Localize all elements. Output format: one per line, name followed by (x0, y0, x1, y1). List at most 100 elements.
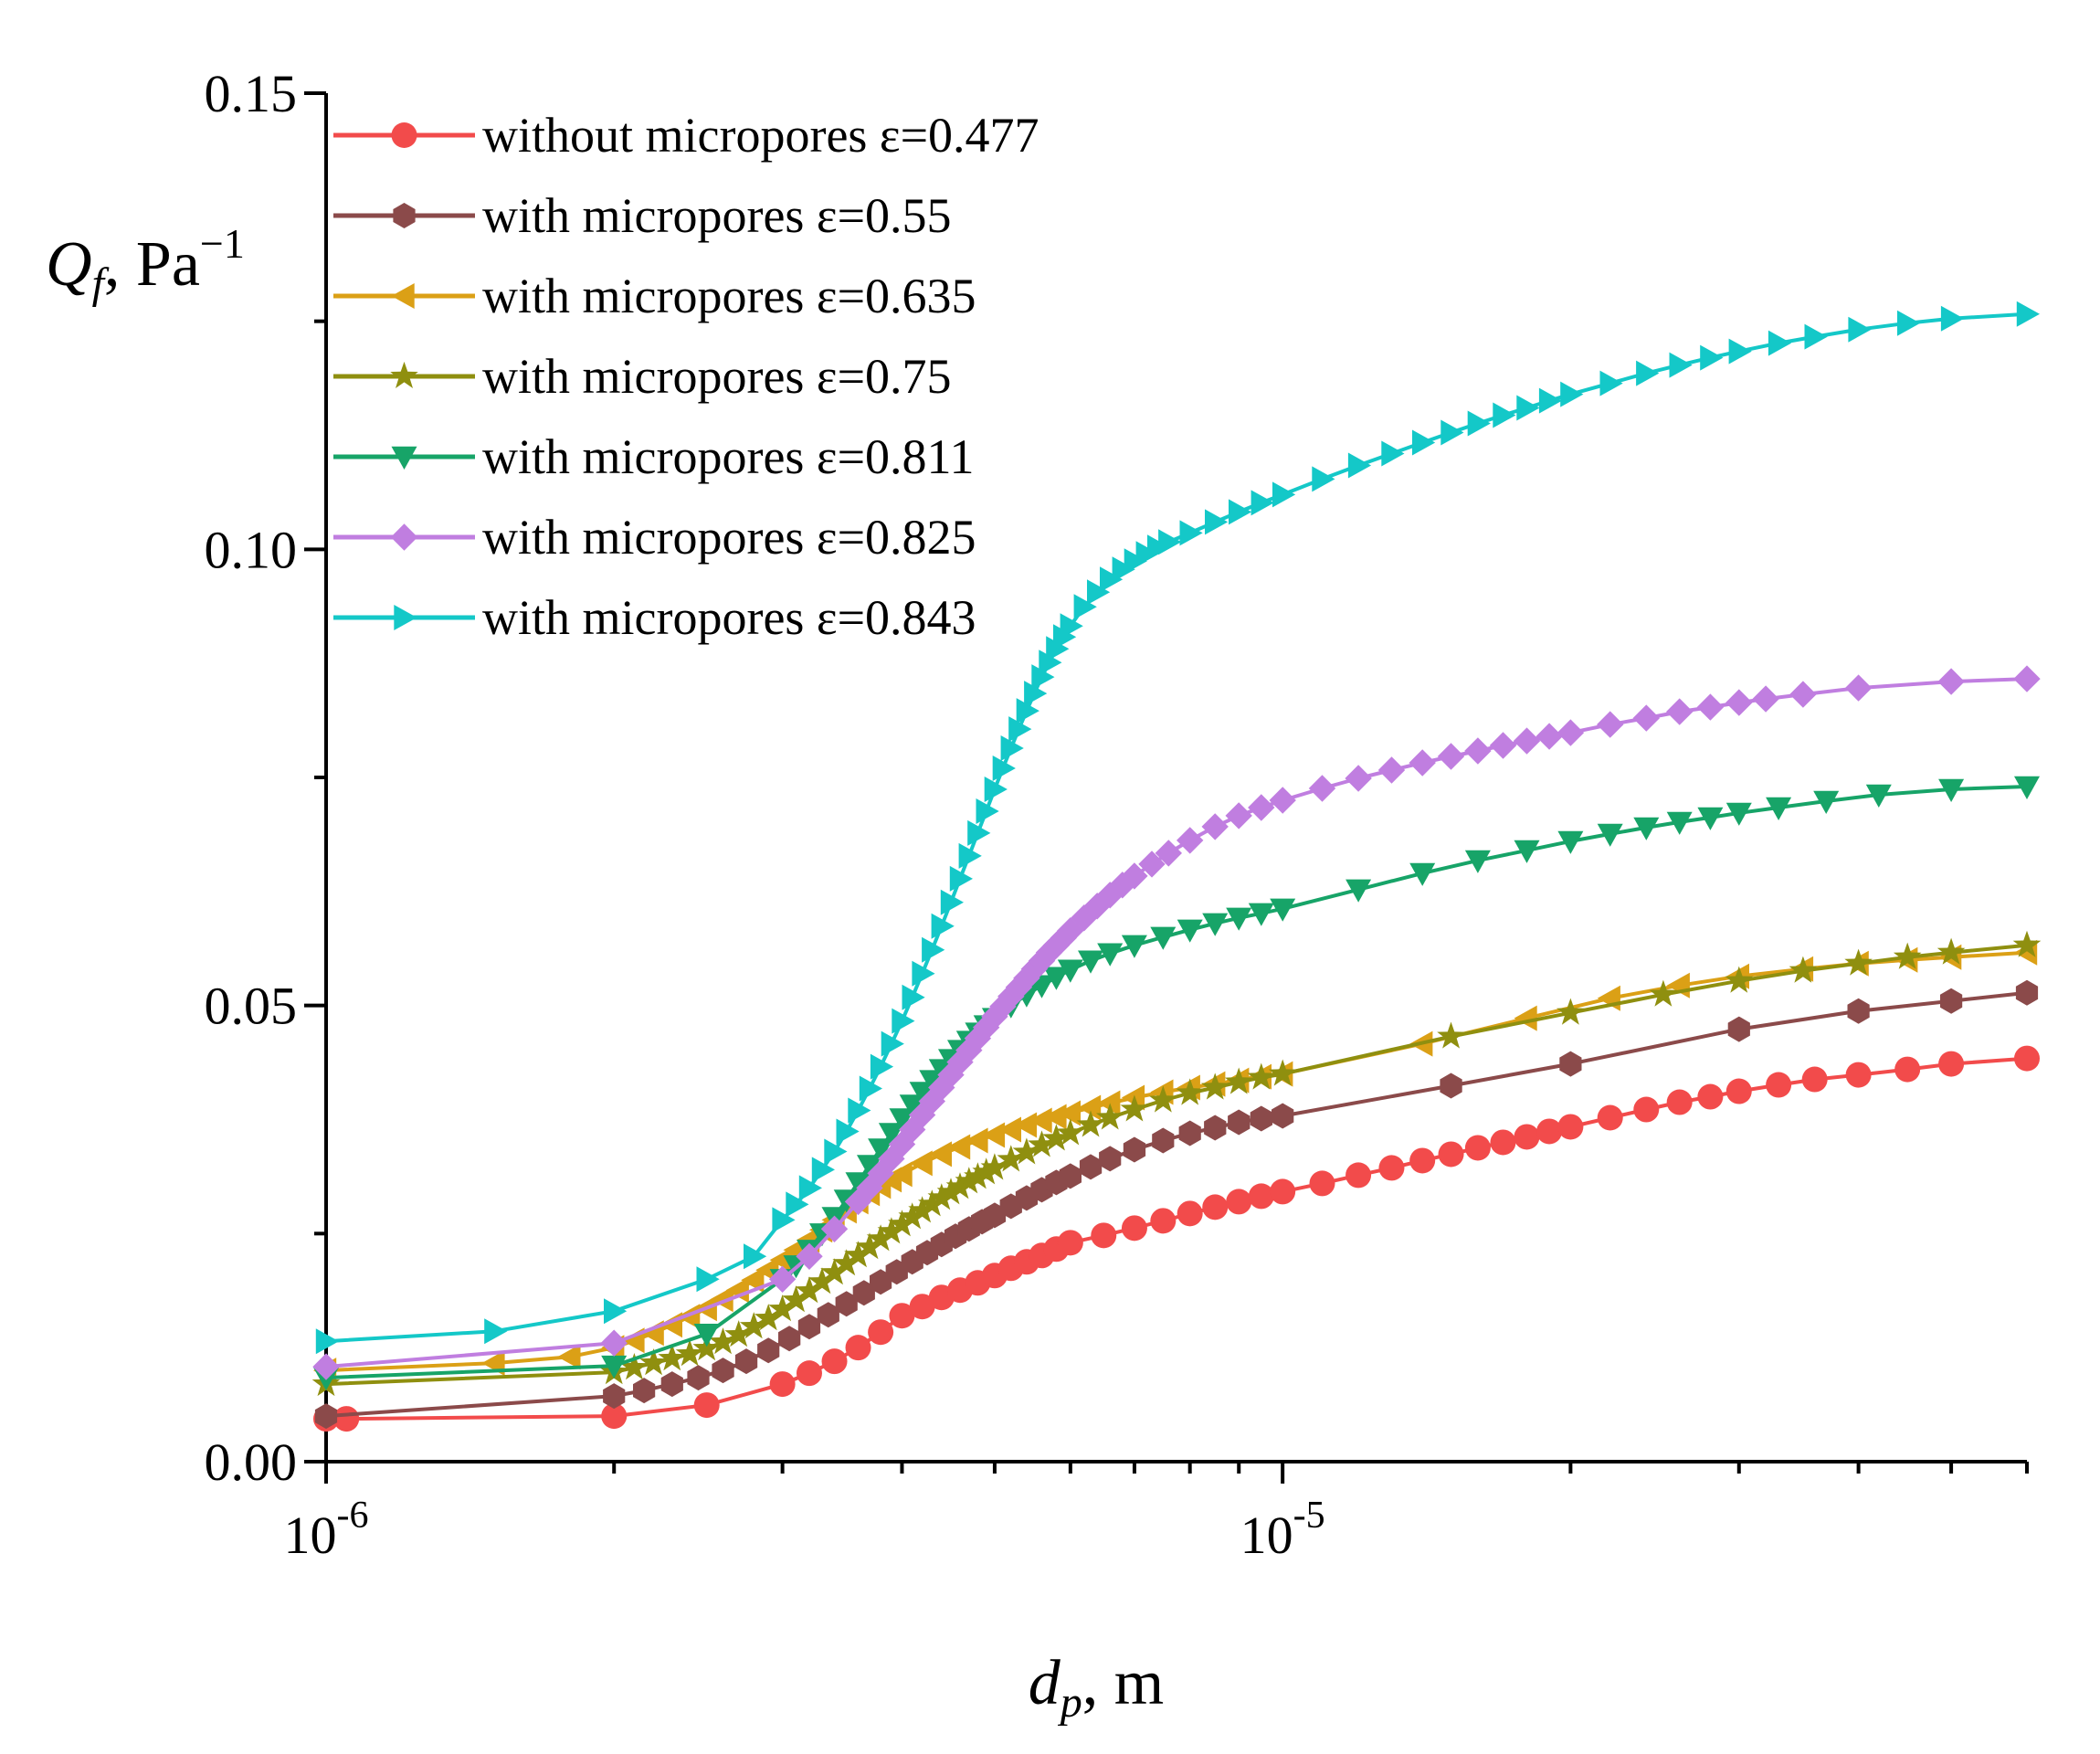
legend: without micropores ε=0.477 with micropore… (333, 108, 1039, 645)
legend-item: with micropores ε=0.811 (333, 429, 975, 484)
data-point (1437, 743, 1465, 770)
data-point (1124, 548, 1147, 575)
data-point (1938, 1051, 1965, 1077)
data-point (881, 1030, 904, 1057)
data-point (832, 1249, 860, 1276)
legend-label: with micropores ε=0.635 (482, 269, 976, 323)
data-point (1696, 693, 1725, 721)
data-point (918, 1189, 946, 1217)
legend-label: without micropores ε=0.477 (482, 108, 1039, 163)
data-point (1938, 778, 1965, 802)
data-point (1666, 698, 1694, 725)
data-point (1176, 1078, 1204, 1105)
data-point (2013, 665, 2041, 692)
data-point (1865, 784, 1892, 808)
data-point (1202, 913, 1229, 936)
data-point (712, 1358, 734, 1384)
data-point (922, 936, 945, 963)
data-point (601, 1403, 628, 1430)
data-point (1057, 959, 1083, 983)
legend-label: with micropores ε=0.811 (482, 429, 975, 484)
data-point (1225, 802, 1252, 829)
data-point (1597, 1104, 1623, 1131)
data-point (908, 1196, 936, 1223)
data-point (889, 1161, 913, 1188)
data-point (1897, 310, 1921, 336)
data-point (1205, 509, 1229, 535)
data-point (1489, 732, 1517, 759)
data-point (1202, 1194, 1229, 1220)
data-point (1378, 1155, 1405, 1181)
data-point (964, 1162, 992, 1189)
data-point (798, 1175, 822, 1201)
data-point (848, 1097, 871, 1124)
legend-swatch-marker (391, 122, 417, 148)
legend-item: with micropores ε=0.75 (333, 349, 952, 404)
data-point (757, 1337, 780, 1364)
data-point (902, 984, 925, 1010)
y-tick-label: 0.10 (205, 520, 298, 579)
data-point (1381, 440, 1405, 467)
data-point (1121, 1084, 1145, 1111)
axes: 0.00 0.05 0.10 0.15 10-6 10-5 (205, 64, 2029, 1565)
data-point (1597, 823, 1623, 847)
data-point (1149, 1085, 1177, 1113)
data-point (1083, 893, 1111, 920)
legend-label: with micropores ε=0.843 (482, 590, 976, 645)
data-point (1248, 794, 1275, 821)
data-point (796, 1242, 823, 1270)
data-point (1224, 1067, 1253, 1094)
data-point (940, 889, 964, 915)
data-point (1666, 811, 1693, 835)
data-point (1412, 429, 1436, 456)
data-point (1247, 1062, 1276, 1090)
data-point (821, 1348, 848, 1375)
data-point (928, 1141, 952, 1168)
data-point (1493, 402, 1516, 428)
data-point (1467, 410, 1491, 437)
data-point (1312, 466, 1335, 492)
data-point (912, 960, 935, 987)
data-point (1270, 898, 1296, 922)
data-point (1121, 862, 1148, 890)
data-point (844, 1241, 872, 1268)
data-point (797, 1314, 821, 1340)
data-point (1766, 797, 1792, 820)
legend-item: with micropores ε=0.843 (333, 590, 976, 645)
data-point (909, 1150, 933, 1177)
data-point (603, 1383, 626, 1410)
data-point (1177, 1200, 1203, 1227)
data-point (1813, 790, 1840, 814)
data-point (1464, 737, 1492, 765)
data-point (786, 1191, 809, 1218)
data-point (1226, 1189, 1252, 1215)
data-point (1669, 352, 1693, 378)
data-point (852, 1280, 875, 1306)
data-point (1138, 851, 1166, 878)
data-point (1345, 1162, 1372, 1189)
data-point (1700, 344, 1724, 371)
data-point (1597, 711, 1624, 738)
data-point (1789, 956, 1818, 983)
data-point (931, 913, 955, 939)
data-point (1057, 917, 1084, 945)
data-point (927, 1183, 956, 1210)
data-point (1100, 566, 1124, 593)
data-point (1121, 1215, 1147, 1242)
data-point (1150, 926, 1177, 950)
data-point (859, 1075, 882, 1102)
data-point (1557, 830, 1584, 854)
data-point (1666, 1089, 1693, 1115)
data-point (1120, 1094, 1149, 1122)
data-point (1056, 1118, 1085, 1146)
y-axis-title: Qf, Pa−1 (46, 220, 245, 308)
data-point (620, 1353, 649, 1380)
data-point (1250, 1105, 1272, 1132)
data-point (1059, 1163, 1082, 1189)
data-point (734, 1348, 758, 1375)
data-point (1076, 1110, 1105, 1137)
data-point (980, 1153, 1009, 1180)
data-point (1079, 1154, 1103, 1180)
legend-swatch-marker (391, 446, 417, 470)
legend-swatch-marker (393, 203, 416, 228)
